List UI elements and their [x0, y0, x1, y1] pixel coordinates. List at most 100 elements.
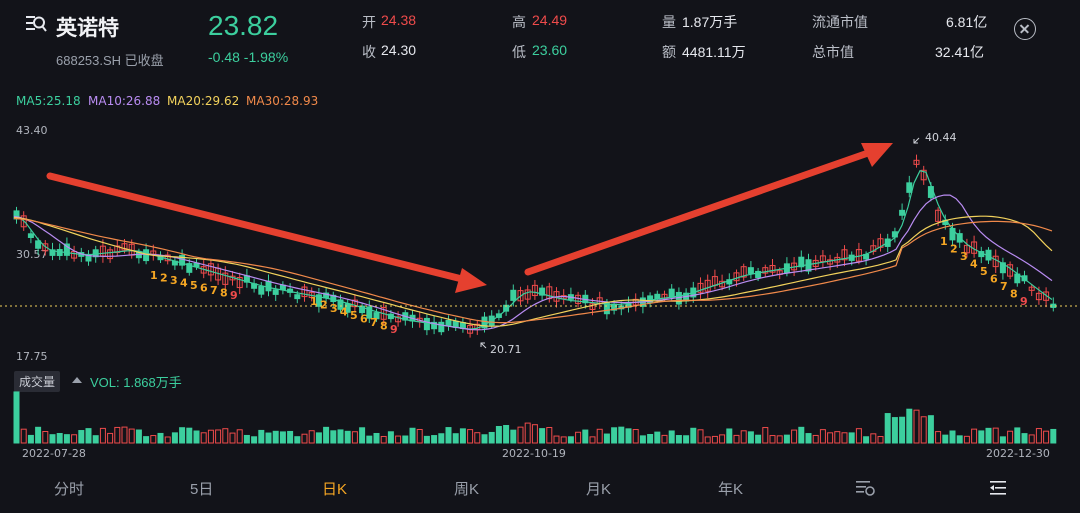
candle [899, 209, 906, 216]
volume-bar [690, 427, 697, 444]
candle [654, 293, 661, 300]
volume-bar [834, 431, 841, 444]
candle [445, 319, 452, 327]
tab-weekly-k[interactable]: 周K [454, 481, 480, 498]
volume-bar [13, 391, 20, 444]
up-trend-arrow [524, 143, 893, 276]
td-sequence-number: 3 [170, 274, 178, 287]
volume-bar [107, 432, 114, 444]
candle [438, 321, 445, 333]
volume-bar [92, 435, 99, 444]
candle [1043, 291, 1050, 301]
panel-list-icon[interactable] [988, 478, 1008, 498]
volume-bar [639, 435, 646, 444]
volume-bar [510, 429, 517, 444]
volume-bar [899, 416, 906, 444]
candle [762, 267, 769, 274]
search-logo-icon [26, 16, 47, 32]
volume-bar [85, 428, 92, 444]
volume-bar [20, 428, 27, 444]
indicator-settings-icon[interactable] [855, 478, 877, 498]
td-sequence-number: 3 [330, 302, 338, 315]
volume-bar [301, 433, 308, 444]
candle [531, 284, 538, 297]
volume-bar [877, 436, 884, 444]
candle [517, 290, 524, 302]
candle [222, 272, 229, 285]
volume-bar [1007, 430, 1014, 444]
td-sequence-number: 7 [1000, 280, 1008, 293]
candle [963, 244, 970, 254]
candle [121, 243, 128, 251]
volume-bar [459, 428, 466, 444]
volume-bar [733, 434, 740, 444]
candle [819, 255, 826, 263]
date-label-mid: 2022-10-19 [502, 447, 566, 460]
candle [747, 267, 754, 274]
caret-up-icon[interactable] [72, 377, 82, 383]
float-cap-value: 6.81亿 [946, 14, 988, 30]
down-trend-arrow [46, 172, 487, 293]
volume-bar [956, 435, 963, 444]
ma10-legend: MA10:26.88 [88, 94, 161, 108]
float-cap-label: 流通市值 [812, 14, 868, 30]
volume-bar [222, 428, 229, 444]
volume-bar [99, 427, 106, 444]
high-label: 高 [512, 14, 526, 30]
volume-bar [625, 428, 632, 444]
volume-bar [747, 431, 754, 444]
volume-bar [647, 433, 654, 444]
volume-bar [445, 427, 452, 444]
volume-bar [49, 434, 56, 444]
volume-bar [258, 429, 265, 444]
candle [999, 262, 1006, 274]
td-sequence-number: 3 [960, 250, 968, 263]
candle [755, 270, 762, 279]
volume-bar [531, 424, 538, 444]
candle [1028, 286, 1035, 291]
volume-bar [1050, 428, 1057, 444]
volume-bar [42, 430, 49, 444]
volume-bar [78, 430, 85, 444]
volume-bar [373, 432, 380, 444]
candle [236, 277, 243, 289]
tab-5day[interactable]: 5日 [190, 481, 214, 498]
volume-bar [805, 433, 812, 444]
y-min-label: 17.75 [16, 350, 48, 363]
tab-monthly-k[interactable]: 月K [586, 481, 612, 498]
volume-bar [128, 428, 135, 444]
candle [503, 304, 510, 312]
volume-bar [611, 427, 618, 444]
volume-bar [1014, 427, 1021, 444]
total-cap-value: 32.41亿 [935, 44, 985, 60]
candle [935, 209, 942, 222]
candle [769, 265, 776, 273]
volume-bar [546, 427, 553, 444]
volume-bar [971, 428, 978, 444]
tab-intraday[interactable]: 分时 [54, 481, 85, 498]
ma30-legend: MA30:28.93 [246, 94, 319, 108]
td-sequence-number: 2 [160, 272, 168, 285]
candle [351, 299, 358, 308]
candle [294, 294, 301, 300]
volume-bar [654, 431, 661, 444]
tab-yearly-k[interactable]: 年K [718, 481, 744, 498]
close-icon[interactable] [1014, 18, 1036, 40]
candle [395, 316, 402, 323]
volume-bar [798, 426, 805, 444]
ma10-line [13, 194, 1053, 331]
td-sequence-number: 9 [1020, 295, 1028, 308]
close-label: 收 [362, 44, 376, 60]
volume-bar [251, 436, 258, 444]
volume-bar [179, 427, 186, 444]
volume-bar [819, 429, 826, 444]
volume-bar [524, 422, 531, 444]
volume-bar [992, 427, 999, 444]
price-change: -0.48 -1.98% [208, 49, 289, 65]
volume-bar [387, 431, 394, 444]
candle [841, 249, 848, 261]
tab-daily-k[interactable]: 日K [322, 481, 348, 498]
volume-chart[interactable] [0, 385, 1080, 445]
volume-indicator-tag[interactable]: 成交量 [14, 371, 61, 392]
